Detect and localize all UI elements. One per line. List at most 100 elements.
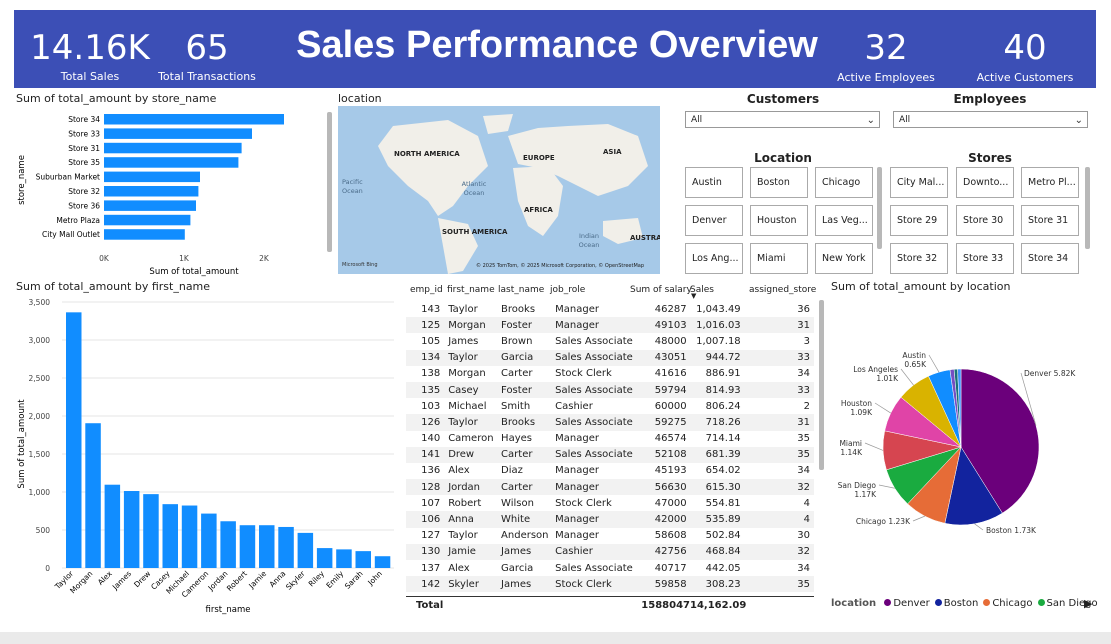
table-row[interactable]: 142 Skyler James Stock Clerk 59858 308.23 35 — [406, 576, 814, 593]
store-category-label: Store 36 — [68, 201, 100, 210]
name-bar[interactable] — [143, 494, 159, 568]
table-row[interactable]: 107 Robert Wilson Stock Clerk 47000 554.81 4 — [406, 495, 814, 511]
table-cell: Carter — [501, 368, 533, 380]
store-chart-scrollbar[interactable] — [327, 112, 332, 252]
name-bar[interactable] — [162, 504, 179, 568]
name-bar[interactable] — [220, 521, 236, 568]
location-tile[interactable]: Los Ang... — [685, 243, 743, 274]
name-bar[interactable] — [123, 491, 140, 568]
name-x-tick: Jamie — [246, 569, 268, 591]
col-header-salary[interactable]: Sum of salary — [630, 285, 692, 295]
store-bar[interactable] — [104, 200, 196, 211]
col-header-sales[interactable]: Sales — [690, 285, 714, 295]
location-tile[interactable]: Boston — [750, 167, 808, 198]
name-bar[interactable] — [316, 548, 333, 568]
employees-dropdown[interactable]: All ⌄ — [893, 111, 1088, 128]
location-pie-chart[interactable]: Denver 5.82K Boston 1.73K Chicago 1.23K San… — [826, 296, 1108, 596]
store-tile[interactable]: Metro Pl... — [1021, 167, 1079, 198]
table-cell: Carter — [498, 479, 553, 496]
location-tile[interactable]: Denver — [685, 205, 743, 236]
location-tile[interactable]: Austin — [685, 167, 743, 198]
name-bar[interactable] — [355, 551, 372, 568]
name-x-tick: Jordan — [206, 569, 230, 593]
stores-slicer-scrollbar[interactable] — [1085, 167, 1090, 249]
table-scrollbar[interactable] — [819, 300, 824, 470]
table-cell: Brown — [501, 335, 533, 347]
table-row[interactable]: 138 Morgan Carter Stock Clerk 41616 886.91 34 — [406, 366, 814, 382]
store-tile[interactable]: Store 34 — [1021, 243, 1079, 274]
table-row[interactable]: 128 Jordan Carter Manager 56630 615.30 32 — [406, 479, 814, 496]
pie-slice[interactable] — [944, 446, 1003, 526]
store-bar[interactable] — [104, 114, 284, 125]
table-cell: 34 — [797, 465, 810, 477]
table-row[interactable]: 135 Casey Foster Sales Associate 59794 814.93… — [406, 381, 814, 399]
location-tile[interactable]: Las Veg... — [815, 205, 873, 236]
table-row[interactable]: 130 Jamie James Cashier 42756 468.84 32 — [406, 543, 814, 560]
store-bar[interactable] — [104, 186, 199, 197]
table-cell: Stock Clerk — [555, 368, 612, 380]
name-bar[interactable] — [297, 532, 314, 568]
location-tile[interactable]: Miami — [750, 243, 808, 274]
store-bar-chart[interactable]: Store 34 Store 33 Store 31 Store 35 Suburban… — [14, 106, 314, 278]
first-name-bar-chart[interactable]: 05001,0001,5002,0002,5003,0003,500Taylor… — [14, 294, 400, 618]
store-tile[interactable]: Store 31 — [1021, 205, 1079, 236]
table-row[interactable]: 143 Taylor Brooks Manager 46287 1,043.49 36 — [406, 301, 814, 317]
customers-dropdown[interactable]: All ⌄ — [685, 111, 880, 128]
table-row[interactable]: 125 Morgan Foster Manager 49103 1,016.03 31 — [406, 317, 814, 334]
pie-slice[interactable] — [957, 368, 962, 448]
location-tile[interactable]: Chicago — [815, 167, 873, 198]
store-bar[interactable] — [104, 229, 185, 240]
location-tile[interactable]: Houston — [750, 205, 808, 236]
name-bar[interactable] — [278, 526, 294, 568]
store-tile[interactable]: Store 33 — [956, 243, 1014, 274]
table-row[interactable]: 136 Alex Diaz Manager 45193 654.02 34 — [406, 463, 814, 479]
name-bar[interactable] — [66, 312, 82, 568]
store-tile[interactable]: Store 30 — [956, 205, 1014, 236]
store-bar[interactable] — [104, 128, 252, 139]
name-bar[interactable] — [85, 423, 101, 568]
name-y-tick: 2,000 — [29, 412, 51, 421]
store-tile[interactable]: Store 29 — [890, 205, 948, 236]
legend-item[interactable]: Chicago — [983, 598, 1033, 609]
table-row[interactable]: 103 Michael Smith Cashier 60000 806.24 2 — [406, 398, 814, 414]
legend-item[interactable]: San Diego — [1037, 598, 1098, 609]
col-header-emp-id[interactable]: emp_id — [410, 285, 443, 295]
name-bar[interactable] — [259, 525, 275, 568]
chevron-down-icon: ⌄ — [866, 115, 875, 126]
col-header-assigned-store[interactable]: assigned_store — [749, 285, 817, 295]
name-bar[interactable] — [374, 556, 391, 568]
table-row[interactable]: 140 Cameron Hayes Manager 46574 714.14 35 — [406, 431, 814, 447]
table-row[interactable]: 126 Taylor Brooks Sales Associate 59275 718.2… — [406, 414, 814, 431]
name-bar[interactable] — [239, 525, 256, 568]
legend-dot-icon — [934, 599, 942, 606]
store-tile[interactable]: Store 32 — [890, 243, 948, 274]
table-cell: Manager — [555, 530, 599, 542]
location-map[interactable]: NORTH AMERICA EUROPE ASIA Pacific Ocean … — [338, 106, 660, 274]
store-tile[interactable]: City Mal... — [890, 167, 948, 198]
table-row[interactable]: 105 James Brown Sales Associate 48000 1,007.1… — [406, 333, 814, 349]
store-bar[interactable] — [104, 171, 200, 183]
col-header-first-name[interactable]: first_name — [447, 285, 495, 295]
name-bar[interactable] — [104, 484, 121, 568]
table-row[interactable]: 106 Anna White Manager 42000 535.89 4 — [406, 511, 814, 528]
col-header-job-role[interactable]: job_role — [550, 285, 586, 295]
legend-next-icon[interactable]: ▶ — [1084, 597, 1093, 610]
col-header-last-name[interactable]: last_name — [498, 285, 545, 295]
store-bar[interactable] — [104, 157, 239, 168]
name-bar[interactable] — [181, 505, 198, 568]
table-row[interactable]: 141 Drew Carter Sales Associate 52108 681.39 3… — [406, 446, 814, 463]
legend-item[interactable]: Boston — [934, 598, 978, 609]
legend-item[interactable]: Denver — [884, 598, 930, 609]
name-bar[interactable] — [201, 513, 217, 568]
table-cell: 42756 — [636, 543, 689, 560]
table-row[interactable]: 137 Alex Garcia Sales Associate 40717 442.05 3… — [406, 560, 814, 576]
table-cell: Stock Clerk — [552, 576, 637, 593]
name-bar[interactable] — [336, 549, 352, 568]
store-tile[interactable]: Downto... — [956, 167, 1014, 198]
table-row[interactable]: 127 Taylor Anderson Manager 58608 502.84 30 — [406, 528, 814, 544]
store-bar[interactable] — [104, 214, 191, 226]
location-slicer-scrollbar[interactable] — [877, 167, 882, 249]
table-row[interactable]: 134 Taylor Garcia Sales Associate 43051 944.7… — [406, 349, 814, 366]
store-bar[interactable] — [104, 142, 242, 154]
location-tile[interactable]: New York — [815, 243, 873, 274]
